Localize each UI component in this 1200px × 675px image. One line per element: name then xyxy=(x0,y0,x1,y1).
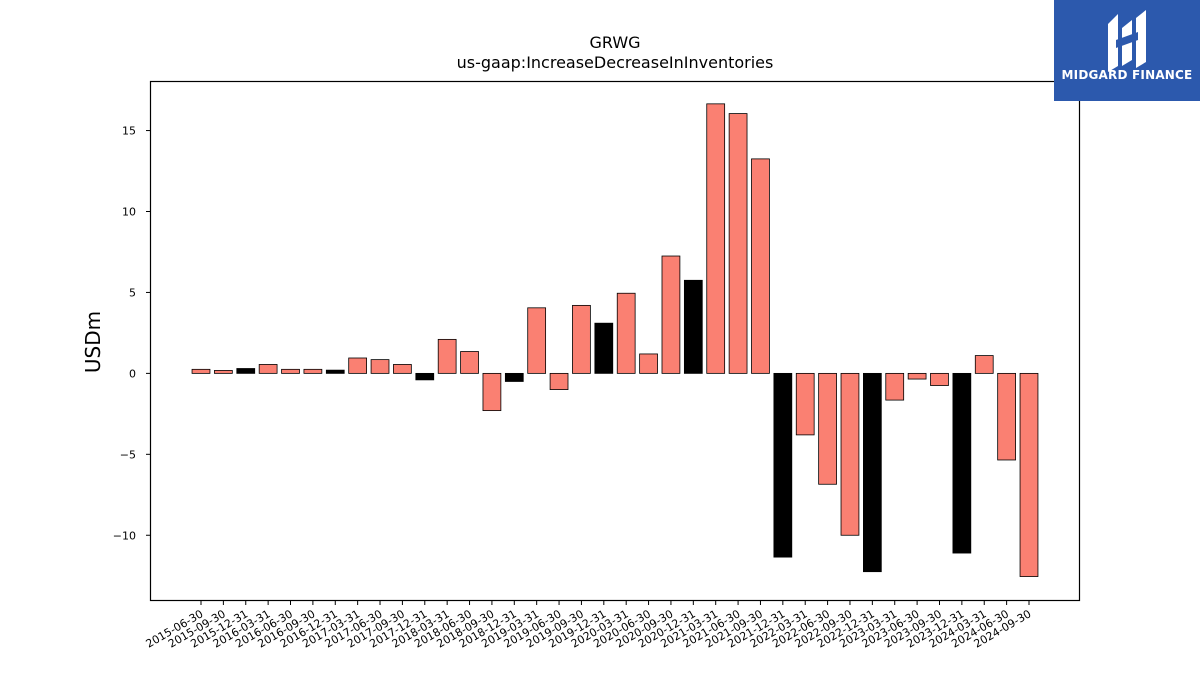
logo-text: MIDGARD FINANCE xyxy=(1061,68,1193,82)
bar-2021-03-31 xyxy=(706,103,726,374)
y-axis-label: USDm xyxy=(81,311,105,373)
bar-2020-03-31 xyxy=(616,292,636,374)
bar-2024-09-30 xyxy=(1019,372,1039,577)
bar-2021-12-31 xyxy=(773,372,793,558)
bar-2022-09-30 xyxy=(840,372,860,536)
y-tick-label: 10 xyxy=(122,206,136,219)
bar-2016-06-30 xyxy=(281,368,300,374)
bar-2023-12-31 xyxy=(952,372,972,554)
bar-2015-09-30 xyxy=(214,370,233,374)
chart-subtitle: us-gaap:IncreaseDecreaseInInventories xyxy=(457,53,774,72)
bar-2019-09-30 xyxy=(572,304,591,374)
bar-2019-12-31 xyxy=(594,322,614,374)
bar-2018-06-30 xyxy=(460,351,479,374)
y-tick-label: 0 xyxy=(129,367,136,380)
x-axis: 2015-06-302015-09-302015-12-312016-03-31… xyxy=(144,600,1034,651)
bar-2017-06-30 xyxy=(370,359,390,374)
bar-2016-03-31 xyxy=(258,364,278,374)
bar-2023-03-31 xyxy=(885,372,905,401)
y-tick-label: −5 xyxy=(120,448,136,461)
midgard-finance-logo: MIDGARD FINANCE xyxy=(1054,0,1200,101)
bar-2024-03-31 xyxy=(974,355,994,374)
bar-2016-12-31 xyxy=(325,369,345,374)
bar-2020-09-30 xyxy=(661,255,681,374)
bar-2018-12-31 xyxy=(504,372,524,382)
bar-2015-12-31 xyxy=(236,368,256,374)
bar-2022-03-31 xyxy=(795,372,815,436)
bar-2019-03-31 xyxy=(527,307,547,374)
bar-2020-12-31 xyxy=(683,279,703,374)
bar-2021-06-30 xyxy=(728,113,748,374)
y-axis: −10 −5 0 5 10 15 xyxy=(113,125,151,542)
bar-2023-09-30 xyxy=(930,372,949,386)
bar-2017-03-31 xyxy=(348,357,368,374)
bar-2015-06-30 xyxy=(191,368,211,374)
bar-2018-09-30 xyxy=(482,372,502,412)
y-tick-label: 15 xyxy=(122,125,136,138)
y-tick-label: −10 xyxy=(113,529,136,542)
bar-2017-09-30 xyxy=(393,364,412,374)
bar-2017-12-31 xyxy=(415,372,435,381)
y-tick-label: 5 xyxy=(129,286,136,299)
bar-2022-12-31 xyxy=(863,372,882,573)
chart-title: GRWG xyxy=(589,33,640,52)
bar-2016-09-30 xyxy=(303,368,323,374)
bar-2021-09-30 xyxy=(751,158,770,374)
bar-2018-03-31 xyxy=(437,338,457,374)
bars-group xyxy=(191,103,1039,577)
bar-2024-06-30 xyxy=(997,372,1016,461)
bar-2020-06-30 xyxy=(639,353,658,374)
bar-2022-06-30 xyxy=(818,372,837,485)
bar-2023-06-30 xyxy=(907,372,927,380)
plot-frame xyxy=(149,80,1081,602)
midgard-logo-icon xyxy=(1108,10,1146,72)
bar-2019-06-30 xyxy=(549,372,569,390)
